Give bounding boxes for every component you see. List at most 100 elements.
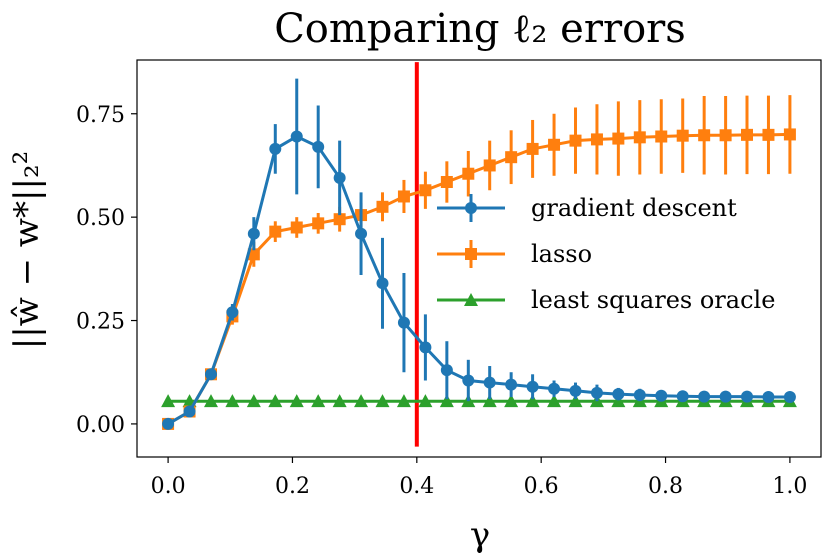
data-point [483,376,496,389]
legend: gradient descent lasso least squares oracl… [437,194,775,314]
data-point [226,306,239,319]
data-point [569,134,582,147]
data-point [355,227,368,240]
data-point [246,394,261,408]
legend-entry: lasso [437,240,592,268]
data-point [547,394,562,408]
data-point [332,394,347,408]
data-point [655,130,668,143]
data-point [698,390,711,403]
data-point [312,217,325,230]
data-point [333,171,346,184]
y-axis-label: ||ŵ − w*||₂² [7,151,47,349]
data-point [590,386,603,399]
data-point [698,129,711,142]
legend-label: lasso [531,240,592,268]
data-point [482,394,497,408]
data-point [568,394,583,408]
data-point [611,394,626,408]
x-tick-label: 1.0 [772,474,807,499]
data-point [505,151,518,164]
data-point [633,388,646,401]
data-point [525,394,540,408]
data-point [719,129,732,142]
data-point [504,394,519,408]
data-point [462,374,475,387]
data-point [655,389,668,402]
y-tick-label: 0.25 [76,310,125,335]
legend-marker [465,202,477,214]
data-point [225,394,240,408]
plot-frame [136,59,822,458]
data-point [162,417,175,430]
data-point [375,394,390,408]
axis-ticks: 0.0 0.2 0.4 0.6 0.8 1.0 0.00 0.25 0.50 0.75 [76,103,807,499]
series-line [167,134,790,426]
data-point [247,248,260,261]
series-lasso [162,95,796,430]
legend-entry: gradient descent [437,194,737,222]
data-point [483,159,496,172]
data-point [311,394,326,408]
data-point [548,382,561,395]
data-point [269,142,282,155]
y-tick-label: 0.50 [76,206,125,231]
data-point [526,380,539,393]
data-point [762,391,775,404]
data-point [676,390,689,403]
data-point [268,394,283,408]
x-tick-label: 0.0 [151,474,186,499]
data-point [762,128,775,141]
data-point [676,129,689,142]
data-point [612,132,625,145]
data-point [397,316,410,329]
data-point [376,277,389,290]
data-point [354,394,369,408]
data-point [569,384,582,397]
legend-marker [465,248,477,260]
data-point [440,364,453,377]
data-point [269,225,282,238]
data-point [439,394,454,408]
data-point [183,405,196,418]
x-tick-label: 0.8 [648,474,683,499]
data-point [548,138,561,151]
x-axis-label: γ [470,515,490,555]
data-point [376,200,389,213]
data-point [290,221,303,234]
data-point [204,368,217,381]
data-point [161,394,176,408]
data-point [419,184,432,197]
data-point [633,131,646,144]
legend-entry: least squares oracle [437,286,775,314]
data-point [526,142,539,155]
legend-label: least squares oracle [531,286,775,314]
data-point [783,128,796,141]
x-tick-label: 0.2 [275,474,310,499]
data-point [590,133,603,146]
x-tick-label: 0.4 [399,474,434,499]
data-point [440,175,453,188]
data-point [505,378,518,391]
data-point [419,341,432,354]
data-point [462,167,475,180]
data-point [741,390,754,403]
chart-title: Comparing ℓ₂ errors [274,6,686,52]
data-point [397,190,410,203]
data-point [290,130,303,143]
series-gradient-descent [162,78,796,430]
data-point [203,394,218,408]
legend-label: gradient descent [531,194,737,222]
data-point [719,390,732,403]
series-layer [161,78,797,430]
legend-marker [464,293,478,306]
data-point [396,394,411,408]
data-point [741,128,754,141]
data-point [418,394,433,408]
data-point [612,388,625,401]
y-tick-label: 0.75 [76,103,125,128]
data-point [333,213,346,226]
data-point [312,140,325,153]
y-tick-label: 0.00 [76,413,125,438]
